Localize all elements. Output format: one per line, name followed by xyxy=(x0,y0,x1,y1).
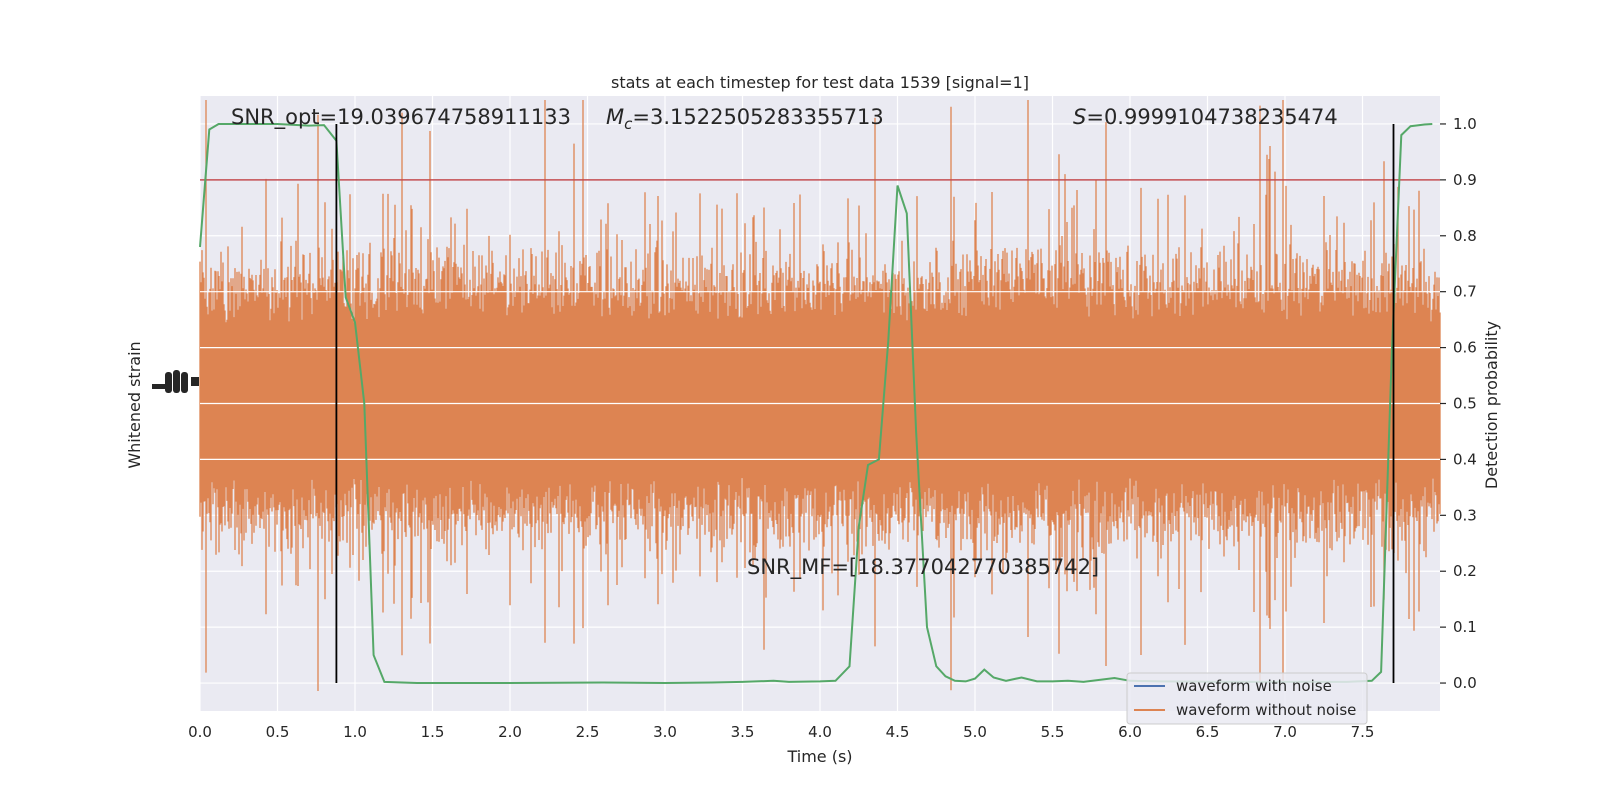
y-axis-label-left: Whitened strain xyxy=(125,341,144,468)
x-tick-label: 5.5 xyxy=(1041,723,1065,741)
chart-title: stats at each timestep for test data 153… xyxy=(611,73,1029,92)
snr-opt-annotation: SNR_opt=19.039674758911133 xyxy=(231,105,571,130)
s-value: =0.9999104738235474 xyxy=(1086,105,1337,129)
s-annotation: S=0.9999104738235474 xyxy=(1073,105,1338,129)
x-tick-label: 5.0 xyxy=(963,723,987,741)
y-right-tick-label: 0.2 xyxy=(1453,562,1477,580)
y-right-tick-label: 0.8 xyxy=(1453,227,1477,245)
waveform-dense-band xyxy=(200,345,1440,455)
y-right-tick-label: 0.0 xyxy=(1453,674,1477,692)
x-tick-label: 7.0 xyxy=(1273,723,1297,741)
vertical-lines-group xyxy=(335,123,1395,684)
legend-box xyxy=(1126,672,1368,725)
x-tick-label: 6.5 xyxy=(1196,723,1220,741)
x-tick-label: 7.5 xyxy=(1351,723,1375,741)
y-right-tick-label: 0.3 xyxy=(1453,506,1477,524)
mc-value: =3.1522505283355713 xyxy=(632,105,883,129)
s-symbol: S xyxy=(1073,105,1086,129)
y-right-tick-label: 0.6 xyxy=(1453,339,1477,357)
x-tick-label: 3.5 xyxy=(731,723,755,741)
y-axis-label-right: Detection probability xyxy=(1482,321,1501,489)
y-right-tick-label: 0.5 xyxy=(1453,395,1477,413)
y-right-tick-label: 0.4 xyxy=(1453,450,1477,468)
x-axis-label: Time (s) xyxy=(786,747,852,766)
y-right-tick-label: 0.7 xyxy=(1453,283,1477,301)
mc-symbol: M xyxy=(606,105,624,129)
y-right-tick-labels: 0.0 0.1 0.2 0.3 0.4 0.5 0.6 0.7 0.8 0.9 1.0 xyxy=(1440,115,1477,692)
y-right-tick-label: 1.0 xyxy=(1453,115,1477,133)
x-tick-label: 6.0 xyxy=(1118,723,1142,741)
left-axis-tick-cluster xyxy=(152,370,199,393)
x-tick-label: 4.0 xyxy=(808,723,832,741)
snr-mf-annotation: SNR_MF=[18.377042770385742] xyxy=(747,555,1099,580)
mc-subscript: c xyxy=(624,115,633,133)
y-right-tick-label: 0.1 xyxy=(1453,618,1477,636)
legend-label-without-noise: waveform without noise xyxy=(1176,701,1356,719)
x-tick-label: 2.5 xyxy=(576,723,600,741)
x-tick-label: 0.0 xyxy=(188,723,212,741)
legend: waveform with noise waveform without noi… xyxy=(1126,672,1368,725)
legend-label-with-noise: waveform with noise xyxy=(1176,677,1332,695)
mc-annotation: Mc=3.1522505283355713 xyxy=(606,105,884,133)
noise-waveform-series xyxy=(199,100,1441,691)
x-tick-labels: 0.0 0.5 1.0 1.5 2.0 2.5 3.0 3.5 4.0 4.5 5.0 5.5 6.0 6… xyxy=(188,723,1374,741)
y-right-tick-label: 0.9 xyxy=(1453,171,1477,189)
x-tick-label: 2.0 xyxy=(498,723,522,741)
x-tick-label: 1.5 xyxy=(421,723,445,741)
x-tick-label: 3.0 xyxy=(653,723,677,741)
x-tick-label: 1.0 xyxy=(343,723,367,741)
x-tick-label: 0.5 xyxy=(266,723,290,741)
x-tick-label: 4.5 xyxy=(886,723,910,741)
